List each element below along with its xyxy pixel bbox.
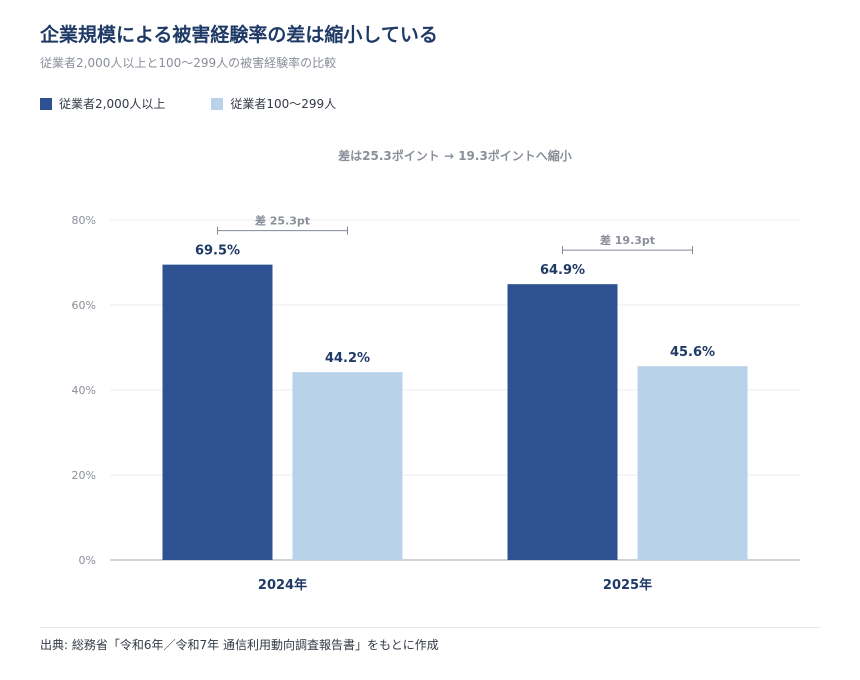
legend: 従業者2,000人以上 従業者100〜299人: [40, 95, 382, 112]
x-tick-label: 2024年: [258, 577, 307, 593]
legend-label-small: 従業者100〜299人: [230, 97, 337, 111]
legend-label-large: 従業者2,000人以上: [59, 97, 166, 111]
x-tick-label: 2025年: [603, 577, 652, 593]
bar-chart: 差は25.3ポイント → 19.3ポイントへ縮小 0% 20% 40% 60% 80% 69…: [72, 148, 800, 593]
legend-swatch-small: [211, 97, 224, 110]
y-tick-label: 20%: [72, 469, 96, 482]
bar-large: [162, 264, 273, 560]
data-label: 64.9%: [540, 263, 585, 278]
chart-heading: 差は25.3ポイント → 19.3ポイントへ縮小: [337, 148, 572, 163]
y-tick-label: 60%: [72, 299, 96, 312]
bar-large: [507, 284, 618, 560]
source-note: 出典: 総務省「令和6年／令和7年 通信利用動向調査報告書」をもとに作成: [40, 638, 439, 652]
y-tick-label: 40%: [72, 384, 96, 397]
legend-swatch-large: [40, 97, 52, 110]
gap-annotation: 差 25.3pt: [255, 214, 310, 228]
gap-annotation: 差 19.3pt: [600, 233, 655, 247]
footer-divider: [40, 627, 820, 628]
legend-item-large: 従業者2,000人以上: [40, 95, 165, 112]
data-label: 45.6%: [670, 345, 715, 360]
bar-small: [637, 366, 748, 560]
legend-item-small: 従業者100〜299人: [211, 95, 336, 112]
bar-small: [292, 372, 403, 560]
chart-title-heading: 企業規模による被害経験率の差は縮小している: [40, 24, 438, 46]
chart-subtitle: 従業者2,000人以上と100〜299人の被害経験率の比較: [40, 56, 337, 70]
y-tick-label: 0%: [79, 554, 96, 567]
data-label: 44.2%: [325, 351, 370, 366]
y-tick-label: 80%: [72, 214, 96, 227]
data-label: 69.5%: [195, 244, 240, 259]
